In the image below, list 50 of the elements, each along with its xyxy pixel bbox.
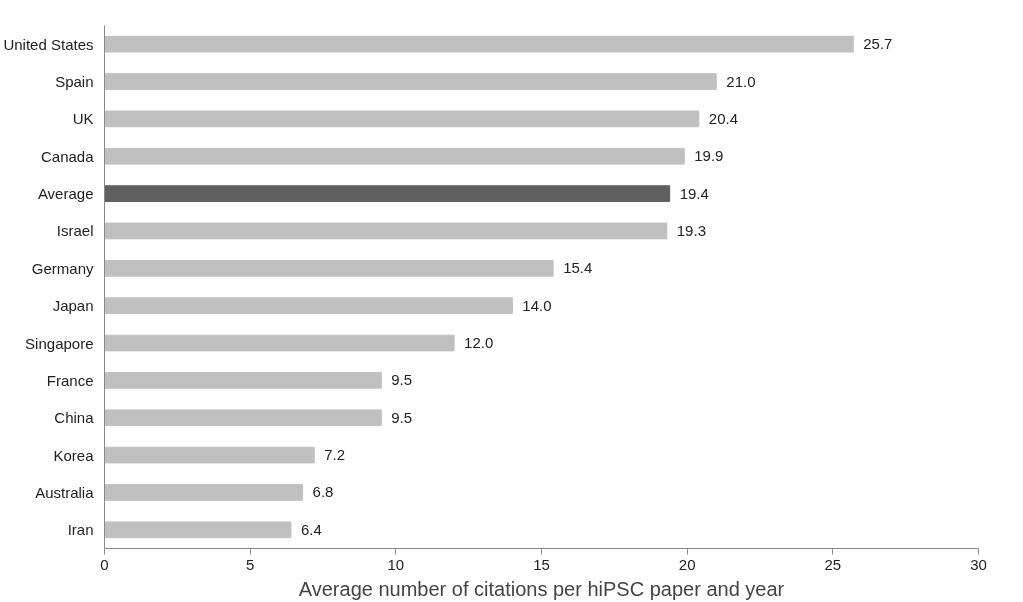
y-tick-label: Australia — [35, 483, 95, 501]
x-tick-label: 0 — [100, 555, 109, 573]
bar — [104, 35, 854, 53]
y-tick-label: Japan — [52, 297, 94, 315]
data-label: 19.9 — [694, 147, 724, 165]
bar — [104, 297, 513, 315]
bar — [104, 73, 717, 90]
data-label: 9.5 — [391, 408, 413, 426]
y-tick-label: Korea — [53, 446, 95, 464]
y-tick-label: Israel — [56, 222, 94, 240]
y-tick-label: UK — [72, 110, 94, 128]
y-tick-label: United States — [3, 35, 94, 53]
x-tick-label: 20 — [678, 555, 696, 573]
data-label: 9.5 — [391, 371, 413, 389]
y-tick-label: Germany — [31, 259, 94, 277]
bar — [104, 259, 554, 277]
data-label: 14.0 — [522, 296, 552, 314]
bar — [104, 521, 292, 539]
x-tick-label: 15 — [533, 555, 550, 573]
x-tick-label: 25 — [824, 555, 842, 573]
y-tick-label: Iran — [67, 521, 94, 539]
bar — [104, 334, 455, 352]
bar — [104, 110, 700, 128]
data-label: 7.2 — [324, 446, 346, 464]
bar — [104, 409, 382, 427]
data-label: 15.4 — [563, 259, 593, 277]
y-tick-label: China — [54, 409, 95, 427]
bar — [104, 484, 304, 501]
data-label: 21.0 — [726, 72, 756, 90]
bar — [104, 372, 382, 389]
x-tick-label: 30 — [970, 555, 987, 573]
bar — [104, 147, 685, 165]
data-label: 12.0 — [464, 334, 494, 352]
y-tick-label: France — [46, 371, 94, 389]
x-tick-label: 10 — [387, 555, 405, 573]
data-label: 20.4 — [708, 109, 739, 127]
data-label: 19.3 — [676, 221, 706, 239]
data-label: 25.7 — [863, 35, 893, 53]
y-tick-label: Spain — [55, 73, 94, 91]
x-axis-title: Average number of citations per hiPSC paper and year — [298, 577, 785, 600]
bar — [104, 185, 671, 202]
y-tick-label: Canada — [40, 147, 95, 165]
bar — [104, 222, 668, 240]
data-label: 6.4 — [300, 520, 322, 538]
bar — [104, 446, 315, 464]
x-tick-label: 5 — [246, 555, 255, 573]
y-tick-label: Average — [37, 185, 94, 203]
data-label: 19.4 — [679, 184, 709, 202]
y-tick-label: Singapore — [25, 334, 94, 352]
data-label: 6.8 — [312, 483, 334, 501]
